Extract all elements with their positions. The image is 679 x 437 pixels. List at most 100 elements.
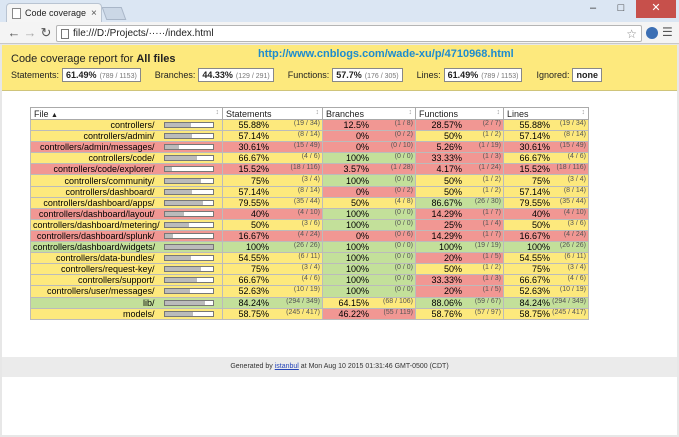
maximize-button[interactable]: □ bbox=[617, 2, 625, 14]
coverage-bar bbox=[163, 122, 214, 129]
coverage-bar bbox=[163, 144, 214, 151]
branches-cell: 64.15% (68 / 106) bbox=[322, 296, 416, 309]
branches-cell: 100% (0 / 0) bbox=[322, 218, 416, 231]
lines-cell: 57.14% (8 / 14) bbox=[503, 130, 589, 143]
file-link[interactable]: controllers/user/messages/ bbox=[30, 285, 161, 298]
col-header-branches[interactable]: Branches ↕ bbox=[322, 107, 416, 120]
coverage-rows: controllers/55.88% (19 / 34) 12.5% (1 / 8) 2… bbox=[30, 118, 589, 320]
summary-value: 61.49% (789 / 1153) bbox=[62, 68, 141, 82]
branches-cell: 12.5% (1 / 8) bbox=[322, 118, 416, 132]
minimize-button[interactable]: – bbox=[589, 2, 597, 14]
statements-cell: 55.88% (19 / 34) bbox=[222, 118, 323, 132]
coverage-bar-fill bbox=[164, 278, 197, 283]
coverage-bar bbox=[163, 199, 214, 206]
statements-cell: 15.52% (18 / 116) bbox=[222, 163, 323, 176]
coverage-bar-cell bbox=[160, 185, 223, 198]
lines-cell: 79.55% (35 / 44) bbox=[503, 196, 589, 209]
col-header-functions[interactable]: Functions ↕ bbox=[415, 107, 504, 120]
lines-cell: 50% (3 / 6) bbox=[503, 218, 589, 231]
coverage-bar-fill bbox=[164, 123, 192, 128]
back-arrow-icon[interactable]: ← bbox=[7, 25, 21, 40]
file-link[interactable]: controllers/support/ bbox=[30, 274, 161, 287]
lines-cell: 15.52% (18 / 116) bbox=[503, 163, 589, 176]
extension-icon[interactable] bbox=[646, 27, 658, 39]
file-link[interactable]: controllers/code/ bbox=[30, 152, 161, 165]
file-link[interactable]: controllers/data-bundles/ bbox=[30, 252, 161, 265]
table-row: models/58.75% (245 / 417) 46.22% (55 / 119)… bbox=[30, 307, 589, 320]
functions-cell: 100% (19 / 19) bbox=[415, 241, 504, 254]
statements-cell: 52.63% (10 / 19) bbox=[222, 285, 323, 298]
functions-cell: 20% (1 / 5) bbox=[415, 252, 504, 265]
sort-icon[interactable]: ↕ bbox=[408, 108, 413, 116]
file-link[interactable]: controllers/admin/ bbox=[30, 130, 161, 143]
menu-icon[interactable]: ☰ bbox=[662, 25, 673, 39]
col-header-file[interactable]: File ▲ ↕ bbox=[30, 107, 223, 120]
file-link[interactable]: controllers/code/explorer/ bbox=[30, 163, 161, 176]
statements-cell: 30.61% (15 / 49) bbox=[222, 141, 323, 154]
close-tab-icon[interactable]: × bbox=[91, 7, 97, 19]
coverage-bar-fill bbox=[164, 178, 201, 183]
address-bar[interactable]: file:///D:/Projects/·····/index.html ☆ bbox=[56, 25, 642, 42]
functions-cell: 14.29% (1 / 7) bbox=[415, 229, 504, 243]
forward-arrow-icon[interactable]: → bbox=[23, 25, 37, 40]
file-link[interactable]: controllers/dashboard/layout/ bbox=[30, 207, 161, 220]
table-row: controllers/request-key/75% (3 / 4) 100% (0… bbox=[30, 263, 589, 276]
coverage-bar bbox=[163, 310, 214, 317]
lines-cell: 30.61% (15 / 49) bbox=[503, 141, 589, 154]
file-link[interactable]: controllers/dashboard/widgets/ bbox=[30, 241, 161, 254]
lines-cell: 55.88% (19 / 34) bbox=[503, 118, 589, 132]
functions-cell: 14.29% (1 / 7) bbox=[415, 207, 504, 220]
file-link[interactable]: models/ bbox=[30, 307, 161, 320]
functions-cell: 5.26% (1 / 19) bbox=[415, 141, 504, 154]
branches-cell: 3.57% (1 / 28) bbox=[322, 163, 416, 176]
col-header-statements[interactable]: Statements ↕ bbox=[222, 107, 323, 120]
file-link[interactable]: controllers/dashboard/ bbox=[30, 185, 161, 198]
istanbul-link[interactable]: istanbul bbox=[274, 363, 299, 370]
window-titlebar: Code coverage report for × – □ ✕ bbox=[0, 0, 679, 22]
file-link[interactable]: controllers/community/ bbox=[30, 174, 161, 187]
functions-cell: 86.67% (26 / 30) bbox=[415, 196, 504, 209]
summary-label: Functions: bbox=[287, 70, 330, 80]
statements-cell: 40% (4 / 10) bbox=[222, 207, 323, 220]
lines-cell: 66.67% (4 / 6) bbox=[503, 152, 589, 165]
col-header-lines[interactable]: Lines ↕ bbox=[503, 107, 589, 120]
statements-cell: 66.67% (4 / 6) bbox=[222, 152, 323, 165]
title-bold: All files bbox=[136, 53, 176, 65]
sort-icon[interactable]: ↕ bbox=[581, 108, 586, 116]
page-title: Code coverage report for All files bbox=[11, 53, 175, 65]
blog-link[interactable]: http://www.cnblogs.com/wade-xu/p/4710968… bbox=[258, 48, 514, 60]
statements-cell: 16.67% (4 / 24) bbox=[222, 229, 323, 243]
sort-icon[interactable]: ↕ bbox=[496, 108, 501, 116]
bookmark-star-icon[interactable]: ☆ bbox=[626, 26, 637, 41]
branches-cell: 100% (0 / 0) bbox=[322, 274, 416, 287]
file-link[interactable]: controllers/request-key/ bbox=[30, 263, 161, 276]
statements-cell: 50% (3 / 6) bbox=[222, 218, 323, 231]
table-row: controllers/dashboard/splunk/16.67% (4 / … bbox=[30, 229, 589, 243]
reload-icon[interactable]: ↻ bbox=[40, 25, 52, 40]
new-tab-button[interactable] bbox=[101, 7, 127, 20]
functions-cell: 50% (1 / 2) bbox=[415, 174, 504, 187]
coverage-bar bbox=[163, 277, 214, 284]
file-link[interactable]: lib/ bbox=[30, 296, 161, 309]
browser-tab[interactable]: Code coverage report for × bbox=[6, 3, 102, 22]
file-link[interactable]: controllers/ bbox=[30, 118, 161, 132]
branches-cell: 100% (0 / 0) bbox=[322, 263, 416, 276]
close-window-button[interactable]: ✕ bbox=[636, 0, 676, 18]
coverage-bar-fill bbox=[164, 222, 189, 227]
table-row: controllers/55.88% (19 / 34) 12.5% (1 / 8) 2… bbox=[30, 118, 589, 132]
file-link[interactable]: controllers/dashboard/splunk/ bbox=[30, 229, 161, 243]
coverage-bar-fill bbox=[164, 256, 191, 261]
file-link[interactable]: controllers/dashboard/apps/ bbox=[30, 196, 161, 209]
table-row: controllers/admin/57.14% (8 / 14) 0% (0 / 2… bbox=[30, 130, 589, 143]
coverage-bar-fill bbox=[164, 200, 203, 205]
lines-cell: 40% (4 / 10) bbox=[503, 207, 589, 220]
file-link[interactable]: controllers/admin/messages/ bbox=[30, 141, 161, 154]
coverage-bar-fill bbox=[164, 145, 180, 150]
sort-icon[interactable]: ↕ bbox=[215, 108, 220, 116]
coverage-bar-cell bbox=[160, 307, 223, 320]
file-link[interactable]: controllers/dashboard/metering/ bbox=[30, 218, 161, 231]
summary-item: Ignored: none bbox=[536, 68, 602, 82]
coverage-bar-fill bbox=[164, 311, 193, 316]
sort-icon[interactable]: ↕ bbox=[315, 108, 320, 116]
url-text[interactable]: file:///D:/Projects/·····/index.html bbox=[73, 28, 214, 39]
